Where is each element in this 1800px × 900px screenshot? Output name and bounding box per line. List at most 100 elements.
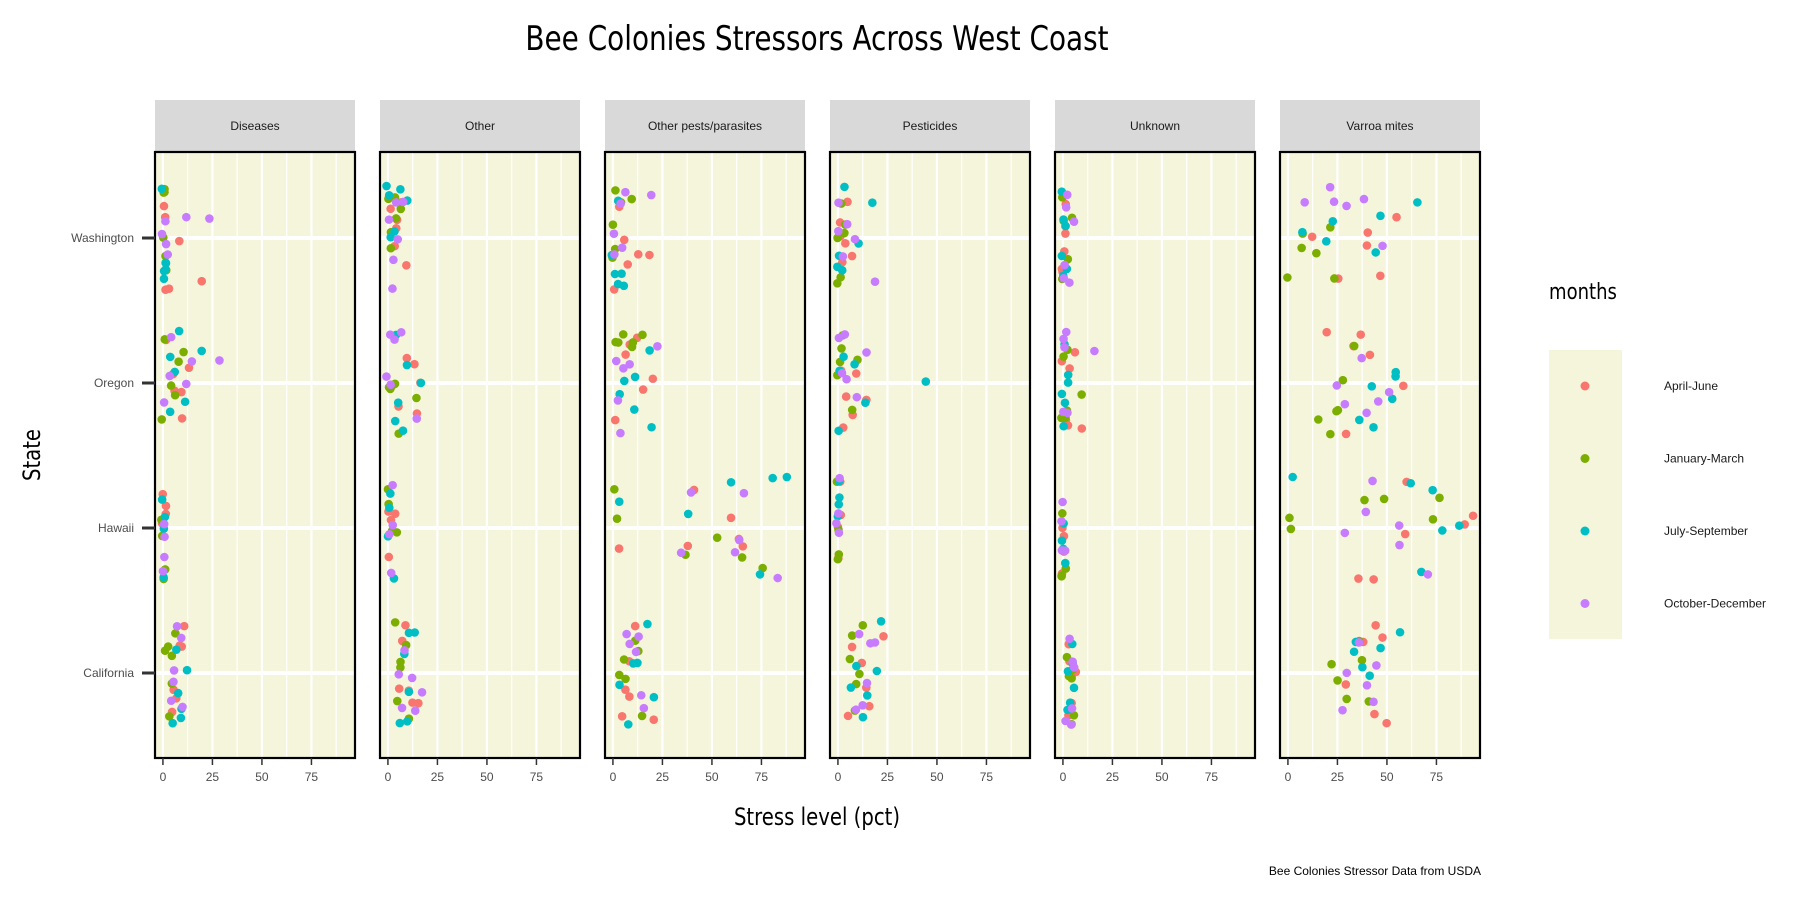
data-point	[840, 182, 849, 192]
data-point	[393, 235, 403, 244]
data-point	[726, 513, 736, 523]
data-point	[215, 356, 224, 365]
data-point	[1322, 327, 1332, 337]
data-point	[181, 379, 191, 389]
facet-strip-label: Diseases	[230, 119, 279, 133]
data-point	[1428, 515, 1438, 524]
data-point	[862, 678, 872, 688]
data-point	[172, 622, 182, 631]
data-point	[1062, 652, 1072, 662]
data-point	[1363, 228, 1373, 237]
data-point	[393, 398, 403, 407]
data-point	[165, 407, 175, 417]
data-point	[686, 488, 696, 497]
facet-panel-pesticides: Pesticides 0 25 50 75	[828, 100, 1032, 784]
data-point	[633, 658, 642, 668]
data-point	[1376, 271, 1385, 281]
data-point	[1063, 408, 1072, 418]
data-point	[633, 250, 643, 259]
data-point	[610, 269, 620, 279]
data-point	[623, 720, 633, 729]
data-point	[634, 632, 643, 641]
data-point	[410, 359, 419, 369]
data-point	[1069, 683, 1079, 693]
data-point	[876, 616, 886, 626]
data-point	[837, 344, 846, 353]
data-point	[187, 357, 197, 366]
data-point	[1379, 494, 1389, 504]
data-point	[1365, 350, 1375, 360]
facet-panel-other-pests-parasites: Other pests/parasites 0 25 50 75	[603, 100, 807, 784]
data-point	[389, 255, 398, 265]
data-point	[858, 701, 867, 710]
data-point	[1285, 513, 1294, 523]
data-point	[400, 645, 409, 655]
data-point	[160, 532, 169, 542]
data-point	[1286, 524, 1296, 534]
y-axis: Washington Oregon Hawaii California	[71, 231, 155, 680]
data-point	[612, 514, 622, 523]
data-point	[614, 544, 624, 553]
data-point	[394, 670, 404, 679]
data-point	[1330, 274, 1339, 283]
data-point	[390, 618, 400, 627]
data-point	[872, 666, 882, 676]
data-point	[1395, 627, 1405, 637]
data-point	[1391, 372, 1400, 381]
data-point	[832, 518, 841, 528]
data-point	[858, 712, 868, 722]
data-point	[1065, 364, 1074, 373]
data-point	[402, 360, 412, 370]
data-point	[161, 239, 171, 249]
data-point	[416, 378, 426, 388]
data-point	[402, 261, 411, 270]
data-point	[627, 342, 637, 352]
data-point	[165, 352, 175, 362]
panel-background	[830, 152, 1030, 758]
data-point	[1371, 620, 1380, 630]
x-tick-label: 0	[160, 770, 167, 784]
data-point	[384, 552, 394, 562]
data-point	[1367, 382, 1377, 391]
data-point	[1468, 511, 1478, 521]
data-point	[643, 619, 652, 629]
data-point	[837, 368, 847, 378]
facet-strip-label: Other	[465, 119, 495, 133]
data-point	[1057, 389, 1067, 399]
data-point	[726, 477, 736, 487]
legend-key-april-june	[1580, 381, 1590, 391]
x-tick-label: 25	[1106, 770, 1120, 784]
data-point	[837, 266, 847, 275]
data-point	[396, 657, 405, 667]
data-point	[1321, 237, 1331, 246]
data-point	[855, 669, 864, 679]
data-point	[868, 198, 877, 208]
data-point	[850, 234, 860, 244]
data-point	[1428, 485, 1437, 495]
x-tick-label: 0	[835, 770, 842, 784]
data-point	[1288, 472, 1297, 482]
data-point	[1376, 643, 1385, 653]
data-point	[1090, 346, 1099, 356]
data-point	[1333, 676, 1342, 685]
data-point	[1369, 422, 1378, 432]
legend-label-april-june: April-June	[1664, 379, 1718, 393]
data-point	[1338, 705, 1347, 715]
data-point	[1384, 387, 1394, 397]
data-point	[178, 702, 187, 712]
data-point	[1382, 718, 1391, 728]
data-point	[622, 629, 631, 639]
data-point	[616, 199, 625, 208]
data-point	[1059, 334, 1068, 344]
data-point	[161, 501, 171, 511]
data-point	[159, 519, 169, 529]
x-tick-label: 0	[385, 770, 392, 784]
data-point	[610, 250, 619, 259]
data-point	[1057, 536, 1067, 545]
data-point	[1283, 273, 1292, 282]
data-point	[755, 570, 765, 579]
data-point	[627, 194, 637, 204]
data-point	[205, 214, 214, 223]
